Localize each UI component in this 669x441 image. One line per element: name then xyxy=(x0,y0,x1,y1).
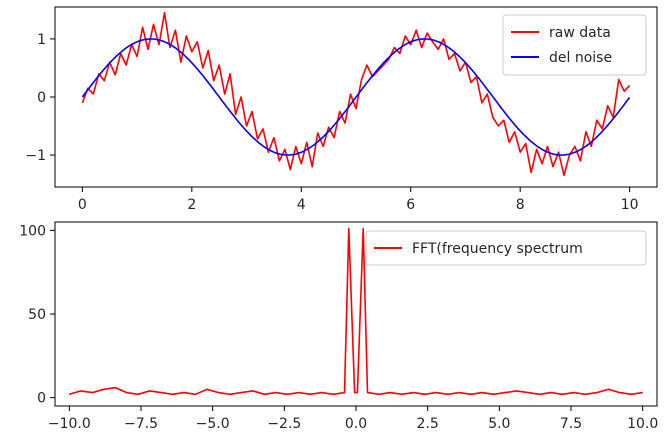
bottom-plot-legend: FFT(frequency spectrum xyxy=(365,230,647,266)
top-plot-legend: raw data del noise xyxy=(502,14,647,76)
legend-box xyxy=(365,230,647,266)
legend-label: raw data xyxy=(549,25,611,41)
x-tick-label: 7.5 xyxy=(560,416,582,432)
x-tick-label: 2 xyxy=(187,197,196,213)
x-tick-label: 5.0 xyxy=(488,416,510,432)
x-tick-label: 10 xyxy=(621,197,639,213)
y-tick-label: −1 xyxy=(25,148,46,164)
series-line-del-noise xyxy=(81,38,631,156)
y-tick-label: 100 xyxy=(19,223,46,239)
top-plot-ticks: 0 2 4 6 8 10 −1 0 1 xyxy=(25,32,638,213)
x-tick-label: −10.0 xyxy=(48,416,91,432)
x-tick-label: 6 xyxy=(406,197,415,213)
x-tick-label: 0 xyxy=(78,197,87,213)
x-tick-label: −5.0 xyxy=(196,416,230,432)
y-tick-label: 0 xyxy=(37,90,46,106)
top-plot: 0 2 4 6 8 10 −1 0 1 raw data del noise xyxy=(25,6,658,213)
legend-box xyxy=(502,14,647,76)
top-plot-series xyxy=(81,12,631,177)
x-tick-label: 0.0 xyxy=(345,416,367,432)
y-tick-label: 0 xyxy=(37,391,46,407)
y-tick-label: 1 xyxy=(37,32,46,48)
series-line-raw-data xyxy=(81,12,631,177)
legend-label: del noise xyxy=(549,50,612,66)
series-line-fft-frequency-spectrum xyxy=(69,227,643,396)
bottom-plot-series xyxy=(69,227,643,396)
y-tick-label: 50 xyxy=(28,307,46,323)
x-tick-label: 4 xyxy=(297,197,306,213)
legend-label: FFT(frequency spectrum xyxy=(412,241,583,257)
bottom-plot-ticks: −10.0 −7.5 −5.0 −2.5 0.0 2.5 5.0 7.5 10.0 0 50 100 xyxy=(19,223,658,432)
bottom-plot: −10.0 −7.5 −5.0 −2.5 0.0 2.5 5.0 7.5 10.0050100 … xyxy=(19,221,658,432)
x-tick-label: 2.5 xyxy=(417,416,439,432)
x-tick-label: 10.0 xyxy=(627,416,658,432)
x-tick-label: −7.5 xyxy=(124,416,158,432)
x-tick-label: 8 xyxy=(516,197,525,213)
x-tick-label: −2.5 xyxy=(267,416,301,432)
